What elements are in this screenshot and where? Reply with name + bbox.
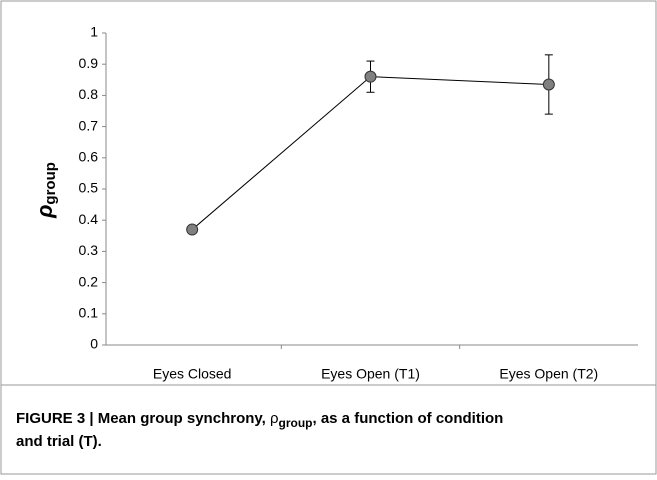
y-tick-label: 0 [90,336,98,352]
y-tick-label: 0.6 [79,149,99,165]
x-tick-label: Eyes Open (T2) [499,366,598,382]
y-tick-label: 0.4 [79,211,99,227]
y-label-symbol: ρ [32,205,57,219]
y-tick-label: 0.3 [79,242,99,258]
y-tick-label: 0.2 [79,273,99,289]
caption-subscript: group [279,416,313,430]
point [186,223,199,236]
caption-symbol: ρ [270,410,279,427]
y-tick-label: 0.8 [79,86,99,102]
y-tick-label: 1 [90,24,98,40]
y-tick-label: 0.1 [79,305,99,321]
y-tick-label: 0.5 [79,180,99,196]
y-axis-label: ρgroup [32,162,59,219]
point [542,78,555,91]
caption-line1: , as a function of condition [313,410,504,427]
point [364,70,377,83]
caption-line2: and trial (T). [16,433,102,450]
x-tick-label: Eyes Open (T1) [321,366,420,382]
y-label-subscript: group [42,162,59,205]
caption-prefix: FIGURE 3 | Mean group synchrony, [16,410,270,427]
x-tick-label: Eyes Closed [153,366,232,382]
caption: FIGURE 3 | Mean group synchrony, ρgroup,… [16,410,503,430]
y-tick-label: 0.7 [79,117,99,133]
y-tick-label: 0.9 [79,55,99,71]
